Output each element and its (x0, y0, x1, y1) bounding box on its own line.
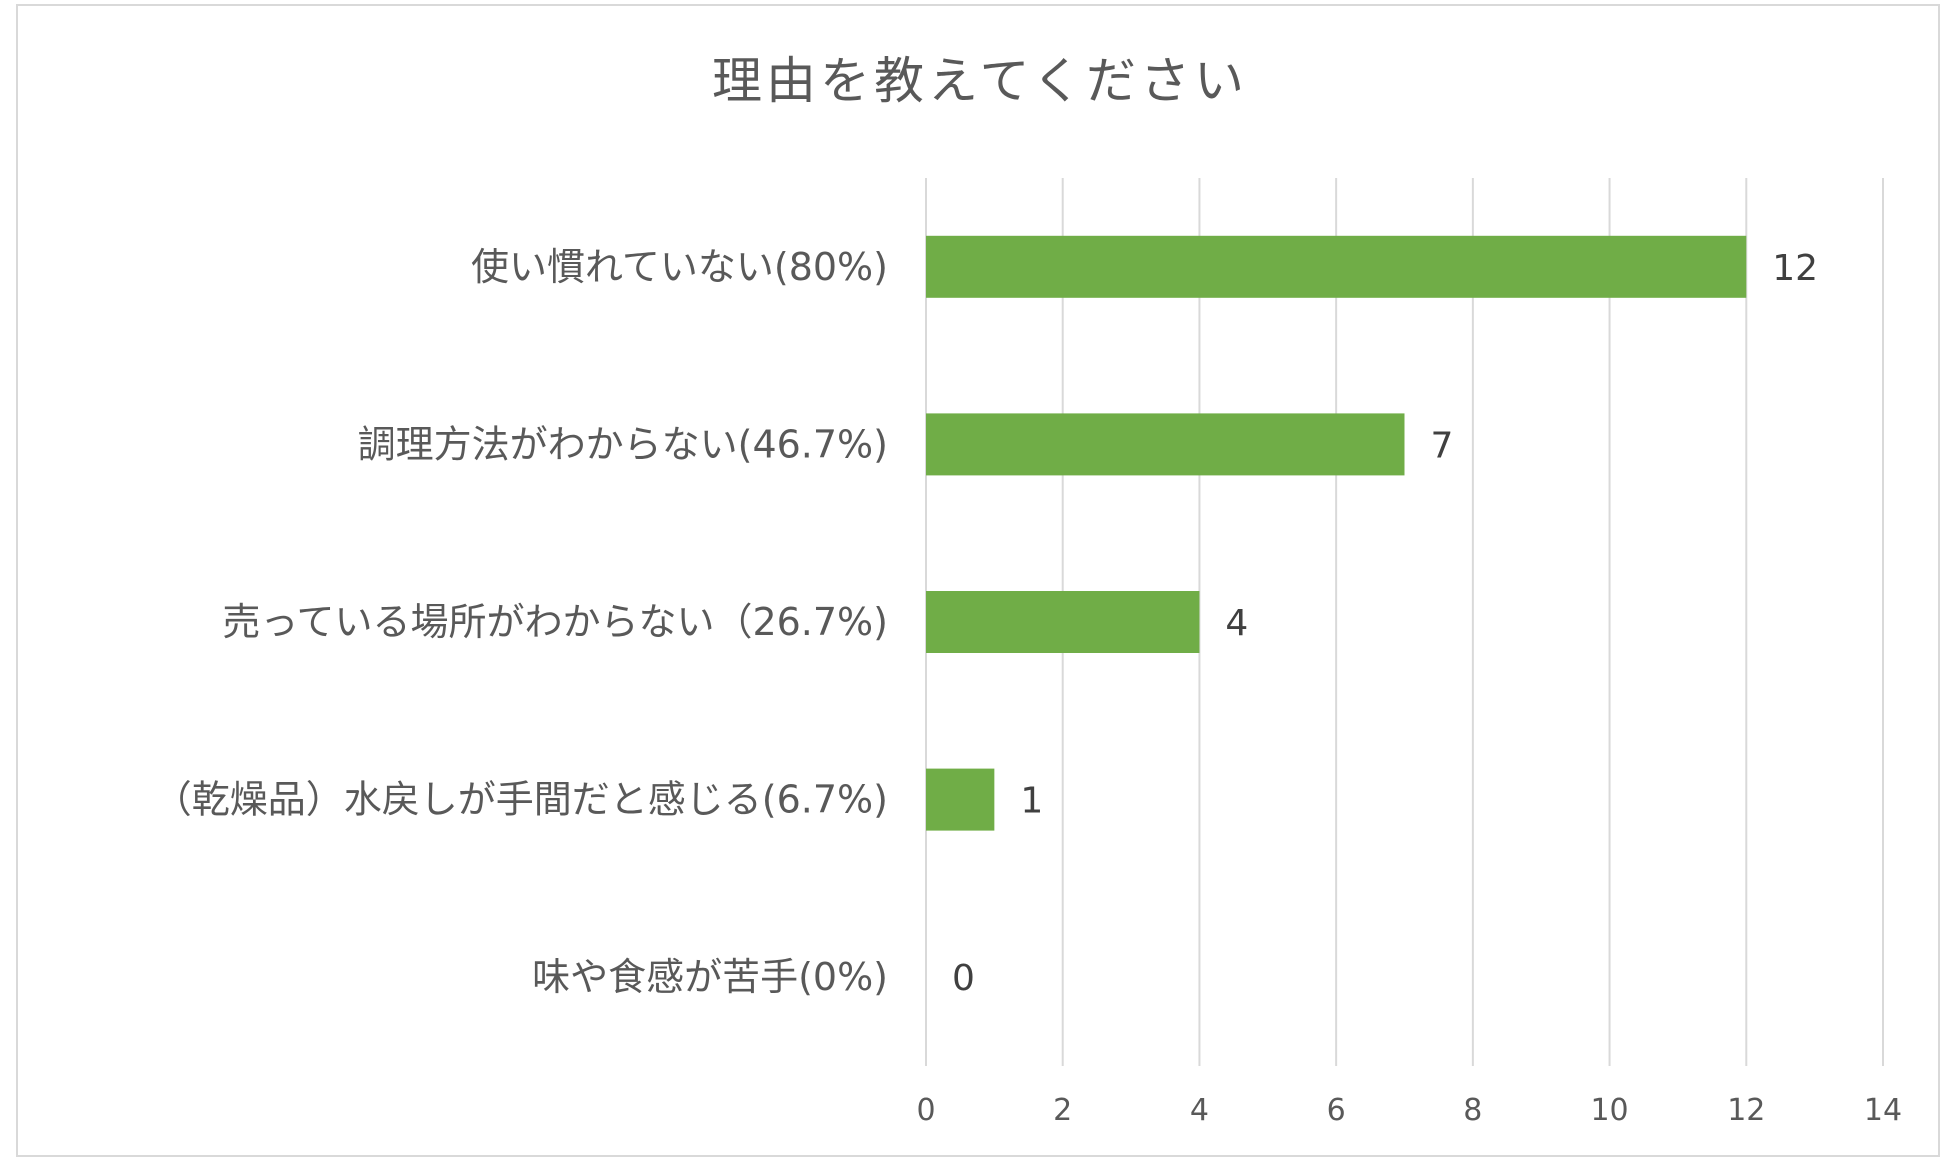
data-label: 1 (1020, 781, 1043, 822)
x-tick-label: 4 (1190, 1093, 1209, 1128)
gridlines (925, 178, 1884, 1066)
x-tick-label: 6 (1327, 1093, 1346, 1128)
chart-frame (16, 4, 1940, 1157)
bar (926, 413, 1405, 476)
x-tick-label: 12 (1727, 1093, 1765, 1128)
bar (926, 591, 1200, 653)
x-tick-label: 0 (916, 1093, 935, 1128)
data-label: 0 (952, 958, 975, 999)
data-label: 4 (1225, 603, 1248, 644)
x-tick-label: 8 (1463, 1093, 1482, 1128)
category-label: 味や食感が苦手(0%) (532, 955, 888, 999)
x-tick-label: 10 (1590, 1093, 1628, 1128)
bars (926, 235, 1747, 831)
category-label: 使い慣れていない(80%) (471, 245, 888, 289)
category-labels: 使い慣れていない(80%) 調理方法がわからない(46.7%) 売っている場所がわか… (154, 245, 888, 999)
category-label: 調理方法がわからない(46.7%) (358, 422, 888, 466)
data-label: 12 (1772, 248, 1818, 289)
x-tick-label: 2 (1053, 1093, 1072, 1128)
data-label: 7 (1431, 425, 1454, 466)
x-axis-tick-labels: 0 2 4 6 8 10 12 14 (916, 1093, 1902, 1128)
x-tick-label: 14 (1864, 1093, 1902, 1128)
category-label: （乾燥品）水戻しが手間だと感じる(6.7%) (154, 778, 888, 822)
chart-title: 理由を教えてください (712, 52, 1248, 110)
category-label: 売っている場所がわからない（26.7%) (222, 600, 888, 644)
bar (926, 768, 995, 831)
data-labels: 12 7 4 1 0 (952, 248, 1818, 999)
bar (926, 235, 1747, 298)
